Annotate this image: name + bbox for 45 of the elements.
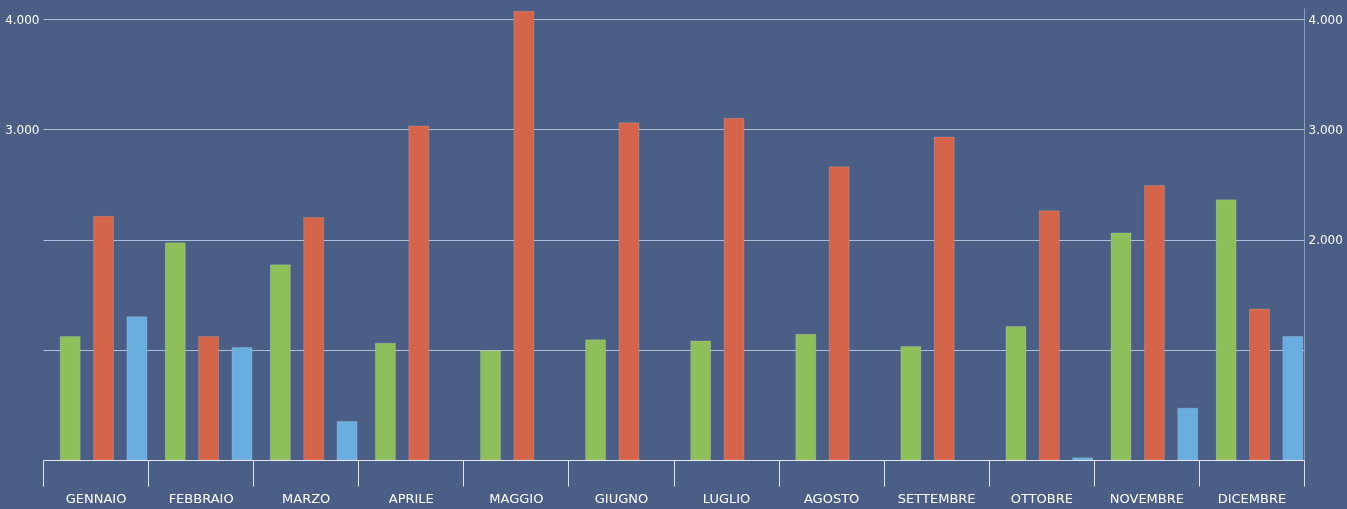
bar — [618, 122, 640, 461]
x-tick-label: FEBBRAIO — [168, 490, 234, 506]
x-tick-label: AGOSTO — [803, 490, 860, 506]
bar — [585, 339, 607, 461]
y2-tick-label: 3.000 — [1308, 122, 1343, 137]
x-tick-label: GENNAIO — [65, 490, 127, 506]
x-tick-label: NOVEMBRE — [1109, 490, 1184, 506]
bar — [336, 420, 358, 461]
bar — [1110, 232, 1132, 461]
bar — [1177, 407, 1199, 461]
bar — [828, 166, 850, 461]
bar — [933, 136, 955, 461]
x-tick-label: MAGGIO — [489, 490, 544, 506]
bar — [795, 333, 817, 461]
x-tick-label: GIUGNO — [594, 490, 649, 506]
bar — [1215, 199, 1237, 461]
bar — [480, 350, 502, 461]
bar — [690, 340, 712, 461]
bar — [1005, 326, 1027, 461]
bar — [93, 215, 115, 461]
x-tick-label: OTTOBRE — [1010, 490, 1073, 506]
bar — [1038, 210, 1060, 461]
bar — [269, 264, 291, 461]
bar — [1248, 308, 1270, 461]
x-tick-label: DICEMBRE — [1217, 490, 1287, 506]
x-tick-label: APRILE — [388, 490, 434, 506]
bar — [126, 316, 148, 461]
bar — [303, 216, 325, 461]
bar — [1072, 457, 1094, 461]
x-tick-label: SETTEMBRE — [897, 490, 976, 506]
bar — [900, 345, 922, 461]
x-tick-label: MARZO — [282, 490, 331, 506]
bar — [164, 242, 186, 461]
bar — [374, 342, 396, 461]
bar — [59, 336, 81, 461]
bar — [723, 117, 745, 461]
y2-tick-label: 2.000 — [1308, 233, 1343, 248]
bar — [1143, 184, 1165, 461]
bar — [408, 125, 430, 461]
x-tick-label: LUGLIO — [702, 490, 751, 506]
y2-tick-label: 4.000 — [1308, 12, 1343, 27]
bar — [231, 347, 253, 461]
bar — [1282, 336, 1304, 461]
bar — [198, 336, 220, 461]
bar — [513, 10, 535, 461]
